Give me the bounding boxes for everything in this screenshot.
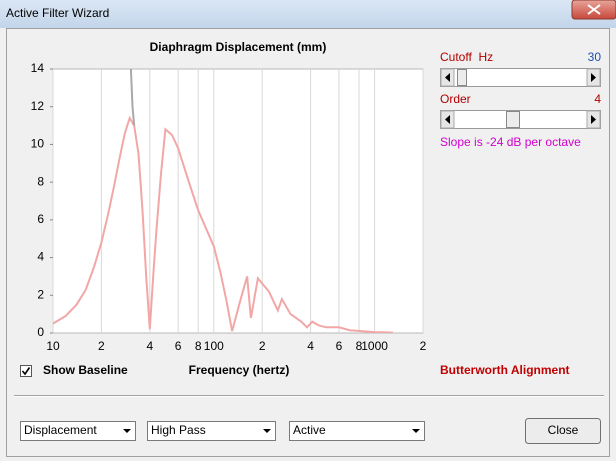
x-tick-label: 4 (307, 339, 314, 353)
close-button-label[interactable]: Close (548, 423, 579, 437)
dropdown-arrow (123, 429, 131, 433)
dropdown-arrow (412, 429, 420, 433)
y-tick-label: 0 (37, 325, 44, 339)
baseline-label[interactable]: Show Baseline (43, 363, 128, 377)
slope-text: Slope is -24 dB per octave (440, 135, 581, 149)
chart-title: Diaphragm Displacement (mm) (150, 40, 327, 54)
x-tick-label: 8 (356, 339, 363, 353)
dropdown[interactable] (147, 421, 276, 441)
close-button[interactable] (525, 418, 601, 444)
y-tick-label: 2 (37, 287, 44, 301)
y-tick-label: 10 (31, 137, 45, 151)
plot-area (52, 68, 424, 334)
window-title: Active Filter Wizard (6, 6, 109, 20)
x-axis-title: Frequency (hertz) (189, 363, 290, 377)
title-bar (0, 0, 616, 28)
x-tick-label: 4 (146, 339, 153, 353)
data-line (129, 69, 136, 126)
x-tick-label: 2 (259, 339, 266, 353)
x-tick-label: 100 (204, 339, 224, 353)
dropdowns: Displacement High Pass Active (20, 421, 425, 441)
x-tick-label: 6 (336, 339, 343, 353)
order-slider[interactable] (440, 110, 601, 129)
x-tick-label: 2 (420, 339, 427, 353)
dropdown[interactable] (289, 421, 425, 441)
dropdown-arrow (263, 429, 271, 433)
x-tick-label: 10 (46, 339, 60, 353)
dropdown[interactable] (20, 421, 136, 441)
data-line (53, 115, 393, 333)
y-tick-label: 8 (37, 174, 44, 188)
x-tick-label: 1000 (361, 339, 388, 353)
dropdown-label[interactable]: High Pass (151, 423, 206, 437)
baseline-checkbox[interactable] (20, 365, 32, 377)
cutoff-slider[interactable] (440, 68, 601, 87)
y-tick-label: 14 (31, 61, 45, 75)
order-value: 4 (594, 92, 601, 106)
dialog-frame (6, 28, 610, 457)
cutoff-label: Cutoff Hz (440, 50, 493, 64)
check-mark (21, 367, 31, 376)
dropdown-label[interactable]: Displacement (24, 423, 97, 437)
x-tick-label: 6 (175, 339, 182, 353)
x-tick-label: 8 (195, 339, 202, 353)
alignment-label: Butterworth Alignment (440, 363, 570, 377)
cutoff-value: 30 (588, 50, 602, 64)
close-icon (587, 4, 601, 15)
x-tick-label: 2 (98, 339, 105, 353)
y-tick-label: 6 (37, 212, 44, 226)
y-tick-label: 4 (37, 250, 44, 264)
dropdown-label[interactable]: Active (293, 423, 326, 437)
order-label: Order (440, 92, 471, 106)
y-tick-label: 12 (31, 99, 45, 113)
